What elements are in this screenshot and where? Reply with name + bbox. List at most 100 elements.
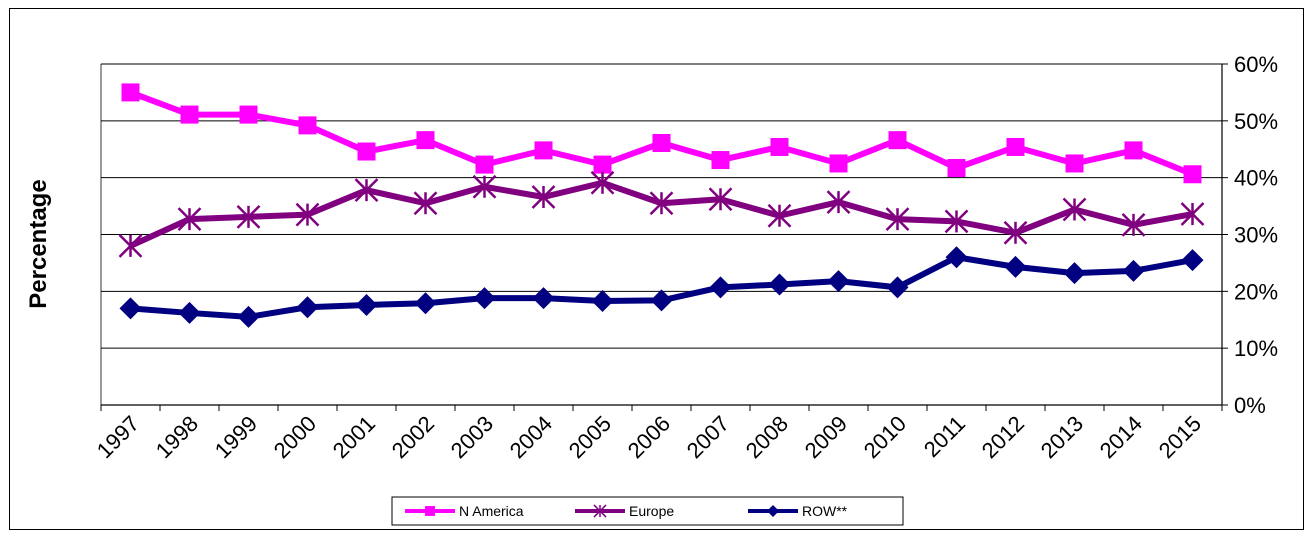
x-tick-label: 2000 xyxy=(269,411,321,463)
line-chart: 0%10%20%30%40%50%60% 1997 1998 1999 2000 200… xyxy=(25,52,1278,526)
square-marker xyxy=(652,133,671,152)
square-marker xyxy=(298,116,317,135)
series-n-america xyxy=(121,83,1202,184)
y-tick-label: 10% xyxy=(1234,336,1278,361)
x-tick-label: 2005 xyxy=(564,411,616,463)
diamond-marker xyxy=(1181,249,1204,272)
square-marker xyxy=(829,154,848,173)
legend-item: N America xyxy=(405,503,524,519)
x-tick-label: 2007 xyxy=(682,411,734,463)
x-tick-label: 2006 xyxy=(623,411,675,463)
diamond-marker xyxy=(178,301,201,324)
asterisk-marker xyxy=(1062,197,1087,222)
square-marker xyxy=(534,141,553,160)
y-tick-label: 30% xyxy=(1234,223,1278,248)
x-tick-label: 2008 xyxy=(741,411,793,463)
square-marker xyxy=(1006,137,1025,156)
diamond-marker xyxy=(827,270,850,293)
x-tick-label: 2009 xyxy=(800,411,852,463)
square-marker xyxy=(1124,141,1143,160)
square-marker xyxy=(416,131,435,150)
square-marker xyxy=(121,83,140,102)
diamond-marker xyxy=(766,504,780,518)
asterisk-marker xyxy=(590,170,615,195)
diamond-marker xyxy=(355,293,378,316)
series-row xyxy=(119,246,1204,328)
x-tick-label: 2015 xyxy=(1154,411,1206,463)
asterisk-marker xyxy=(885,207,910,232)
square-marker xyxy=(947,159,966,178)
asterisk-marker xyxy=(413,191,438,216)
diamond-marker xyxy=(473,287,496,310)
x-tick-label: 2013 xyxy=(1036,411,1088,463)
asterisk-marker xyxy=(767,203,792,228)
diamond-marker xyxy=(709,276,732,299)
asterisk-marker xyxy=(118,233,143,258)
diamond-marker xyxy=(1004,255,1027,278)
diamond-marker xyxy=(945,246,968,269)
square-marker xyxy=(888,131,907,150)
x-tick-label: 2004 xyxy=(505,411,557,463)
diamond-marker xyxy=(414,292,437,315)
diamond-marker xyxy=(1063,262,1086,285)
diamond-marker xyxy=(768,273,791,296)
y-tick-labels: 0% 10% 20% 30% 40% 50% 60% xyxy=(1234,52,1278,418)
x-tick-label: 1998 xyxy=(151,411,203,463)
chart-frame: 0% 10% 20% 30% 40% 50% 60% 1997 1998 1999 2000 200… xyxy=(9,8,1304,530)
diamond-marker xyxy=(296,296,319,319)
square-marker xyxy=(593,155,612,174)
asterisk-marker xyxy=(649,191,674,216)
x-tick-label: 1999 xyxy=(210,411,262,463)
legend-item: Europe xyxy=(575,503,674,519)
legend-label: Europe xyxy=(629,503,674,519)
square-marker xyxy=(475,155,494,174)
y-tick-label: 40% xyxy=(1234,166,1278,191)
legend-box xyxy=(391,496,904,526)
series-group xyxy=(118,83,1205,328)
diamond-marker xyxy=(532,287,555,310)
square-marker xyxy=(357,142,376,161)
asterisk-marker xyxy=(708,187,733,212)
y-tick-label: 0% xyxy=(1234,393,1266,418)
legend-label: N America xyxy=(459,503,524,519)
asterisk-marker xyxy=(1121,212,1146,237)
asterisk-marker xyxy=(236,204,261,229)
y-tick-label: 50% xyxy=(1234,109,1278,134)
square-marker xyxy=(239,105,258,124)
asterisk-marker xyxy=(472,174,497,199)
square-marker xyxy=(770,137,789,156)
x-tick-label: 2001 xyxy=(328,411,380,463)
asterisk-marker xyxy=(354,178,379,203)
series-europe xyxy=(118,170,1205,258)
series-line xyxy=(129,89,1194,178)
asterisk-marker xyxy=(593,504,607,518)
square-marker xyxy=(180,105,199,124)
x-tick-label: 2010 xyxy=(859,411,911,463)
x-tick-label: 2011 xyxy=(919,411,970,462)
legend-label: ROW** xyxy=(802,503,848,519)
asterisk-marker xyxy=(295,202,320,227)
asterisk-marker xyxy=(177,207,202,232)
x-tick-label: 2002 xyxy=(387,411,439,463)
asterisk-marker xyxy=(531,185,556,209)
diamond-marker xyxy=(591,289,614,312)
asterisk-marker xyxy=(1180,202,1205,226)
diamond-marker xyxy=(119,297,142,320)
x-tick-label: 2003 xyxy=(446,411,498,463)
square-marker xyxy=(1065,154,1084,173)
square-marker xyxy=(425,506,435,516)
x-tick-labels: 1997 1998 1999 2000 2001 2002 2003 2004 2005 2006… xyxy=(92,411,1206,463)
square-marker xyxy=(1183,165,1202,184)
asterisk-marker xyxy=(826,190,851,214)
diamond-marker xyxy=(650,289,673,312)
axes xyxy=(100,63,1228,411)
diamond-marker xyxy=(237,305,260,328)
asterisk-marker xyxy=(944,209,969,234)
legend: N America Europe ROW** xyxy=(391,496,904,526)
x-tick-label: 1997 xyxy=(92,411,144,463)
y-axis-label: Percentage xyxy=(25,179,52,308)
square-marker xyxy=(711,151,730,170)
y-tick-label: 60% xyxy=(1234,52,1278,77)
legend-item: ROW** xyxy=(748,503,848,519)
diamond-marker xyxy=(1122,259,1145,282)
